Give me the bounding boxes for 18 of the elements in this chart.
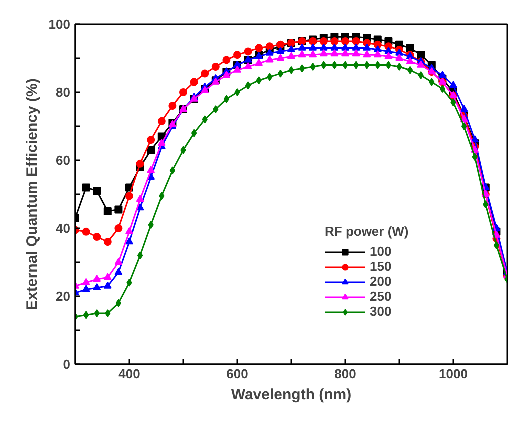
x-tick-label: 1000 [439, 366, 468, 382]
x-tick-label: 800 [334, 366, 356, 382]
legend-label: 100 [370, 244, 392, 259]
x-tick-label: 400 [118, 366, 140, 382]
x-tick-label: 600 [226, 366, 248, 382]
y-tick-label: 80 [56, 85, 71, 100]
y-tick-label: 0 [63, 357, 71, 372]
y-tick-label: 40 [56, 221, 71, 236]
legend-title: RF power (W) [325, 224, 409, 239]
y-axis-title: External Quantum Efficiency (%) [24, 78, 41, 310]
x-axis-title: Wavelength (nm) [231, 386, 352, 404]
legend-label: 250 [370, 289, 392, 304]
y-tick-label: 20 [56, 289, 71, 304]
legend-label: 150 [370, 259, 392, 274]
y-tick-label: 60 [56, 153, 71, 168]
y-tick-label: 100 [48, 17, 71, 32]
legend-label: 200 [370, 274, 392, 289]
legend-label: 300 [370, 304, 392, 319]
